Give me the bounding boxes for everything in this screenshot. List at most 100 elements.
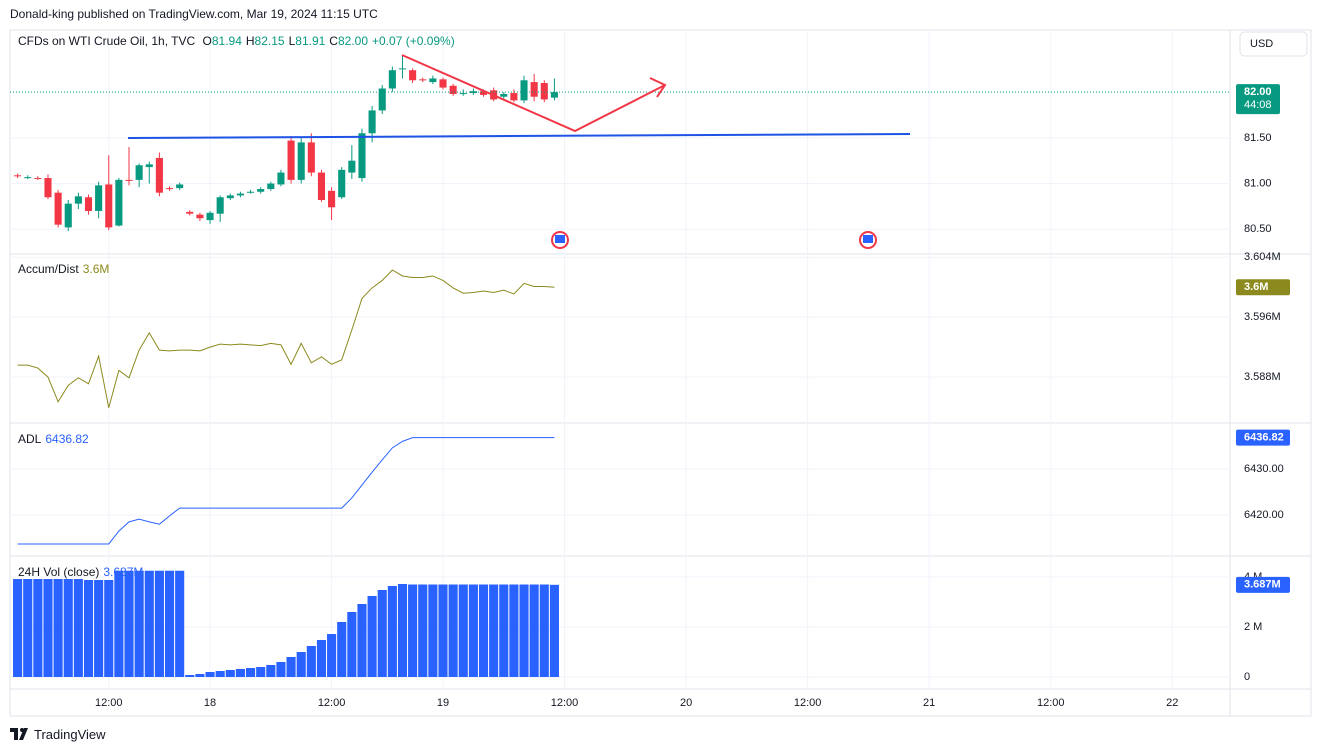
y-tick-label: 3.604M [1244, 251, 1281, 263]
candle-body [439, 79, 447, 88]
volume-bar [387, 586, 397, 677]
candle-body [510, 93, 518, 101]
indicator-line [17, 269, 555, 408]
candle-body [500, 93, 508, 97]
y-tick-label: 3.596M [1244, 311, 1281, 323]
x-tick-label: 20 [680, 697, 692, 709]
ohlc-value: 82.00 [337, 34, 368, 48]
volume-bar [408, 584, 418, 677]
footer: TradingView [34, 727, 106, 742]
candle-body [449, 85, 457, 94]
ohlc-value: 82.15 [254, 34, 285, 48]
candle-body [378, 88, 386, 111]
volume-bar [509, 584, 519, 677]
value-tag: 6436.82 [1244, 432, 1284, 444]
candle-body [348, 160, 356, 173]
pane-legend: 24H Vol (close) 3.687M [18, 565, 147, 579]
volume-bar [245, 668, 256, 677]
x-tick-label: 22 [1166, 697, 1178, 709]
currency[interactable]: USD [1250, 38, 1273, 50]
candle-body [317, 172, 326, 200]
volume-bar [499, 584, 509, 677]
y-tick-label: 6420.00 [1244, 509, 1284, 521]
ohlc-key: O [202, 34, 212, 48]
candle-body [368, 110, 376, 134]
indicator-value: 3.6M [82, 262, 110, 276]
volume-bar [519, 584, 529, 677]
volume-bar [195, 674, 205, 677]
candle-body [14, 175, 22, 177]
volume-bar [418, 584, 428, 677]
ohlc-key: L [288, 34, 296, 48]
volume-bar [104, 580, 114, 677]
volume-bar [53, 579, 63, 677]
volume-bar [306, 646, 316, 677]
indicator-title: 24H Vol (close) [18, 565, 100, 579]
last-price-tag: 82.00 [1244, 86, 1272, 98]
volume-bar [43, 579, 53, 677]
x-tick-label: 18 [204, 697, 216, 709]
volume-bar [357, 604, 367, 677]
candle-body [206, 212, 214, 221]
volume-bar [124, 570, 134, 677]
volume-bar [83, 580, 94, 677]
currency-button[interactable] [1239, 31, 1308, 57]
candle-body [135, 165, 143, 180]
volume-bar [23, 579, 33, 677]
volume-bar [296, 652, 306, 677]
y-tick-label: 3.588M [1244, 371, 1281, 383]
event-flag [555, 235, 565, 243]
candle-body [95, 185, 103, 211]
volume-bar [316, 640, 327, 677]
value-tag: 3.687M [1244, 579, 1281, 591]
indicator-title: Accum/Dist [18, 262, 79, 276]
value-tag-bg [1236, 429, 1290, 446]
countdown: 44:08 [1244, 99, 1272, 111]
volume-bar [347, 612, 357, 677]
candle-body [459, 93, 467, 95]
volume-bar [205, 672, 215, 677]
value-tag-bg [1236, 279, 1290, 296]
volume-bar [63, 579, 73, 677]
value-tag-bg [1236, 576, 1290, 593]
x-tick-label: 12:00 [551, 697, 579, 709]
header: Donald-king published on TradingView.com… [10, 7, 378, 21]
candle-body [24, 177, 32, 179]
candle-body [297, 142, 305, 180]
y-tick-label: 81.50 [1244, 132, 1272, 144]
candle-body [145, 164, 153, 168]
x-tick-label: 12:00 [318, 697, 346, 709]
volume-bar [276, 662, 286, 677]
candle-body [338, 169, 346, 198]
volume-bar [468, 584, 478, 677]
candle-body [520, 80, 528, 101]
y-tick-label: 80.50 [1244, 223, 1272, 235]
candle-body [409, 70, 417, 81]
volume-bar [539, 584, 549, 677]
volume-bar [266, 665, 276, 677]
change: +0.07 (+0.09%) [372, 34, 455, 48]
candle-body [540, 83, 548, 100]
ohlc-value: 81.94 [211, 34, 242, 48]
volume-bar [337, 622, 347, 677]
volume-bar [13, 579, 23, 677]
volume-bar [377, 590, 387, 677]
volume-bar [185, 675, 195, 677]
candle-body [419, 79, 427, 81]
candle-body [34, 178, 42, 180]
candle-body [176, 184, 184, 189]
value-tag: 3.6M [1244, 281, 1268, 293]
volume-bar [438, 584, 448, 677]
y-tick-label: 2 M [1244, 621, 1262, 633]
candle-body [550, 92, 558, 98]
candle-body [125, 179, 133, 181]
support-line [127, 133, 911, 139]
ohlc-value: 81.91 [295, 34, 326, 48]
event-flag [863, 235, 873, 243]
ohlc-key: H [245, 34, 255, 48]
candle-body [165, 188, 174, 190]
volume-bar [235, 669, 245, 677]
candle-body [226, 195, 234, 199]
candle-body [530, 82, 538, 97]
